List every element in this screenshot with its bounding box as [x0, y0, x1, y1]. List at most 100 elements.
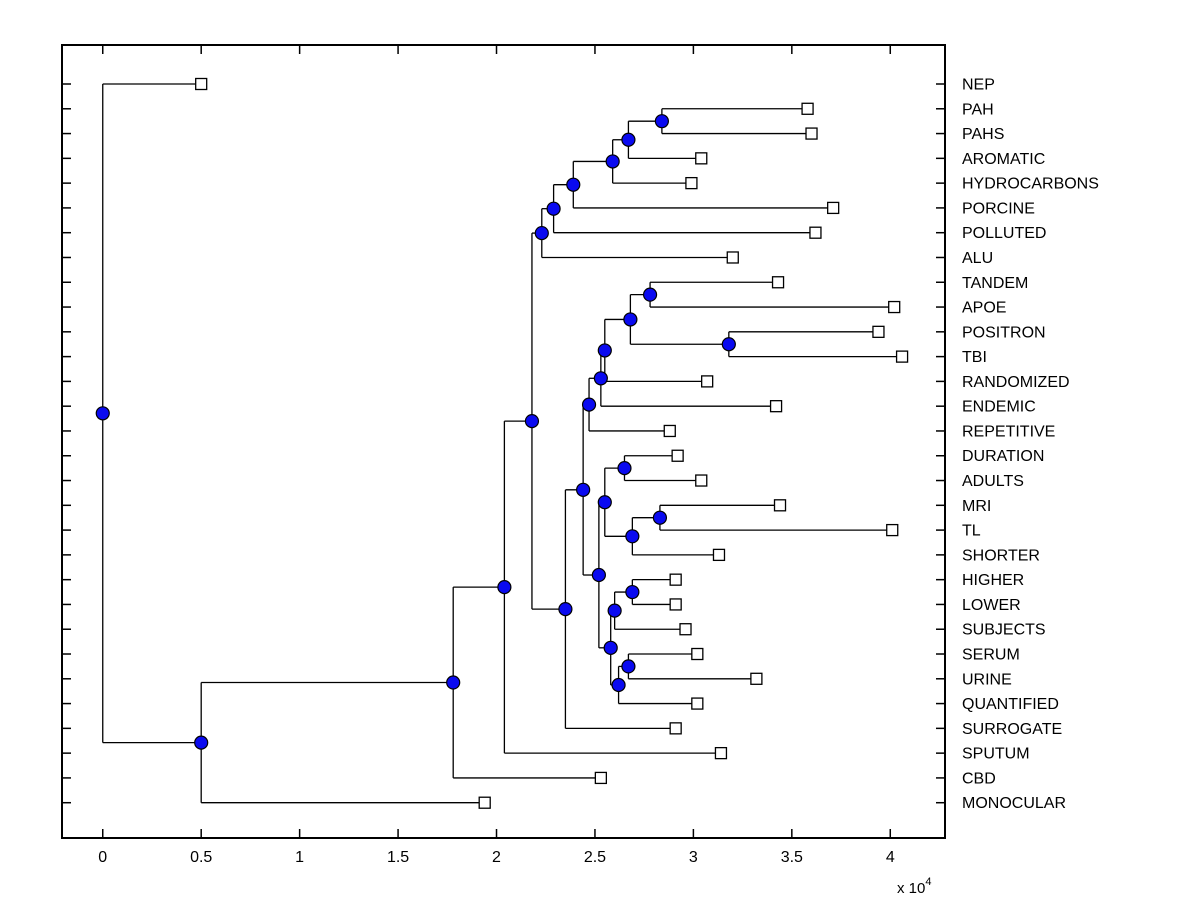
leaf-label-sputum: SPUTUM [962, 746, 1030, 763]
internal-node-marker-tandem-tbi [623, 312, 638, 327]
x-tick-label: 1 [295, 849, 304, 866]
leaf-marker-subjects [679, 623, 692, 636]
leaf-label-nep: NEP [962, 77, 995, 94]
internal-node-marker-upper-main [524, 413, 540, 429]
x-tick-label: 3 [689, 849, 698, 866]
x-tick-label: 0 [98, 849, 107, 866]
leaf-label-hydrocarbons: HYDROCARBONS [962, 176, 1099, 193]
leaf-label-cbd: CBD [962, 770, 996, 787]
internal-node-marker-tandem-apoe [642, 287, 658, 302]
internal-node-marker-higher-lower [625, 584, 640, 600]
leaf-marker-surrogate [669, 722, 682, 735]
leaf-marker-hydrocarbons [685, 176, 698, 190]
leaf-label-tbi: TBI [962, 349, 987, 366]
internal-node-marker-mri-tl [652, 510, 668, 525]
internal-node-marker-shorter-grp [625, 529, 640, 544]
leaf-label-urine: URINE [962, 671, 1012, 688]
leaf-marker-endemic [769, 400, 783, 413]
leaf-label-mri: MRI [962, 498, 991, 515]
leaf-marker-mri [773, 499, 787, 512]
internal-node-marker-quantified-grp [611, 677, 626, 693]
x-tick-label: 4 [886, 849, 895, 866]
x-tick-label: 0.5 [190, 849, 212, 866]
leaf-label-pahs: PAHS [962, 126, 1004, 143]
leaf-label-surrogate: SURROGATE [962, 721, 1062, 738]
leaf-label-pah: PAH [962, 101, 994, 118]
leaf-label-porcine: PORCINE [962, 200, 1035, 217]
leaf-marker-higher [669, 573, 682, 586]
leaf-marker-tl [886, 523, 899, 537]
leaf-label-quantified: QUANTIFIED [962, 696, 1059, 713]
leaf-marker-randomized [701, 375, 714, 388]
x-tick-label: 3.5 [781, 849, 803, 866]
leaf-marker-adults [695, 474, 708, 487]
leaf-marker-tbi [895, 350, 909, 363]
leaf-label-aromatic: AROMATIC [962, 151, 1045, 168]
leaf-marker-duration [671, 449, 684, 462]
leaf-marker-monocular [478, 796, 491, 809]
internal-node-marker-repetitive-grp [581, 397, 597, 412]
internal-node-marker-porcine-grp [566, 177, 581, 192]
internal-node-marker-sputum-grp [497, 580, 512, 595]
internal-node-marker-aromatic-grp [621, 132, 636, 147]
axes-box [61, 44, 946, 839]
leaf-label-adults: ADULTS [962, 473, 1024, 490]
internal-node-marker-subjects-quantified [603, 640, 618, 655]
internal-node-marker-polluted-grp [546, 201, 561, 216]
x-tick-label: 1.5 [387, 849, 409, 866]
leaf-marker-porcine [827, 201, 840, 215]
internal-node-marker-serum-urine [621, 659, 636, 674]
internal-node-marker-alu-grp [534, 225, 549, 241]
leaf-label-randomized: RANDOMIZED [962, 374, 1070, 391]
leaf-marker-apoe [888, 300, 901, 314]
internal-node-marker-duration-shorter [597, 495, 612, 510]
leaf-marker-shorter [712, 548, 726, 562]
leaf-marker-tandem [771, 276, 785, 289]
internal-node-marker-monocular-grp [194, 735, 209, 750]
internal-node-marker-randomized-grp [597, 343, 612, 358]
internal-node-marker-surrogate-grp [558, 601, 573, 617]
axis-scale-label: x 104 [897, 876, 931, 897]
leaf-label-tl: TL [962, 523, 981, 540]
leaf-label-subjects: SUBJECTS [962, 622, 1046, 639]
internal-node-marker-positron-tbi [721, 337, 736, 352]
leaf-marker-alu [726, 251, 739, 264]
leaf-marker-nep [195, 77, 208, 91]
leaf-label-higher: HIGHER [962, 572, 1024, 589]
x-tick-label: 2 [492, 849, 501, 866]
leaf-marker-repetitive [663, 424, 676, 438]
internal-node-marker-cbd-grp [446, 675, 461, 690]
leaf-marker-sputum [714, 746, 728, 760]
leaf-marker-serum [691, 647, 704, 661]
leaf-marker-aromatic [695, 152, 708, 165]
leaf-label-endemic: ENDEMIC [962, 399, 1036, 416]
x-tick-label: 2.5 [584, 849, 606, 866]
leaf-label-apoe: APOE [962, 300, 1006, 317]
leaf-marker-cbd [594, 771, 608, 785]
leaf-marker-pah [801, 102, 814, 115]
leaf-label-lower: LOWER [962, 597, 1021, 614]
internal-node-marker-duration-adults [617, 461, 632, 476]
leaf-marker-lower [669, 598, 682, 611]
leaf-marker-quantified [691, 697, 704, 710]
internal-node-marker-duration-quantified [591, 567, 606, 583]
leaf-marker-urine [750, 672, 763, 685]
leaf-label-monocular: MONOCULAR [962, 795, 1066, 812]
internal-node-marker-root [95, 406, 110, 421]
leaf-label-positron: POSITRON [962, 324, 1046, 341]
leaf-label-alu: ALU [962, 250, 993, 267]
leaf-label-serum: SERUM [962, 647, 1020, 664]
internal-node-marker-pah-pahs [654, 114, 669, 129]
leaf-label-shorter: SHORTER [962, 547, 1040, 564]
leaf-marker-pahs [805, 127, 818, 140]
leaf-label-polluted: POLLUTED [962, 225, 1046, 242]
leaf-marker-polluted [809, 226, 822, 239]
internal-node-marker-subjects-grp [607, 603, 622, 618]
internal-node-marker-hydrocarbons-grp [605, 154, 620, 169]
leaf-label-tandem: TANDEM [962, 275, 1028, 292]
leaf-label-duration: DURATION [962, 448, 1044, 465]
internal-node-marker-endemic-grp [593, 371, 608, 386]
